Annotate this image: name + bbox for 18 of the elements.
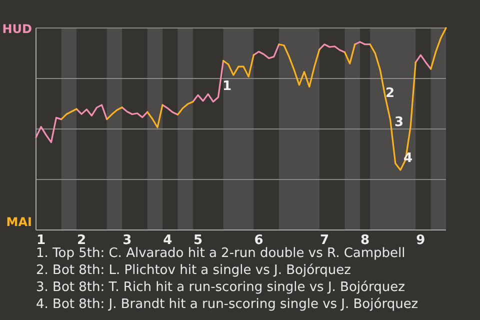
annotation: 3 <box>394 115 404 130</box>
x-tick-label: 3 <box>122 233 132 248</box>
x-tick-label: 1 <box>36 233 46 248</box>
text: 3. Bot 8th: T. Rich hit a run-scoring single vs J. Bojórquez <box>36 280 406 295</box>
annotation: 1 <box>222 79 232 94</box>
annotation: 2 <box>385 86 395 101</box>
x-tick-label: 7 <box>320 233 330 248</box>
x-tick-label: 4 <box>163 233 172 248</box>
text: MAI <box>6 215 32 229</box>
x-tick-label: 2 <box>77 233 86 248</box>
text: HUD <box>2 22 32 36</box>
text: 1. Top 5th: C. Alvarado hit a 2-run double vs R. Campbell <box>36 246 406 261</box>
x-tick-label: 9 <box>416 233 426 248</box>
x-tick-label: 5 <box>193 233 202 248</box>
x-tick-label: 8 <box>360 233 370 248</box>
x-tick-label: 6 <box>254 233 264 248</box>
text: 2. Bot 8th: L. Plichtov hit a single vs J. Bojórquez <box>36 263 352 278</box>
text: 4. Bot 8th: J. Brandt hit a run-scoring single vs J. Bojórquez <box>36 297 418 312</box>
